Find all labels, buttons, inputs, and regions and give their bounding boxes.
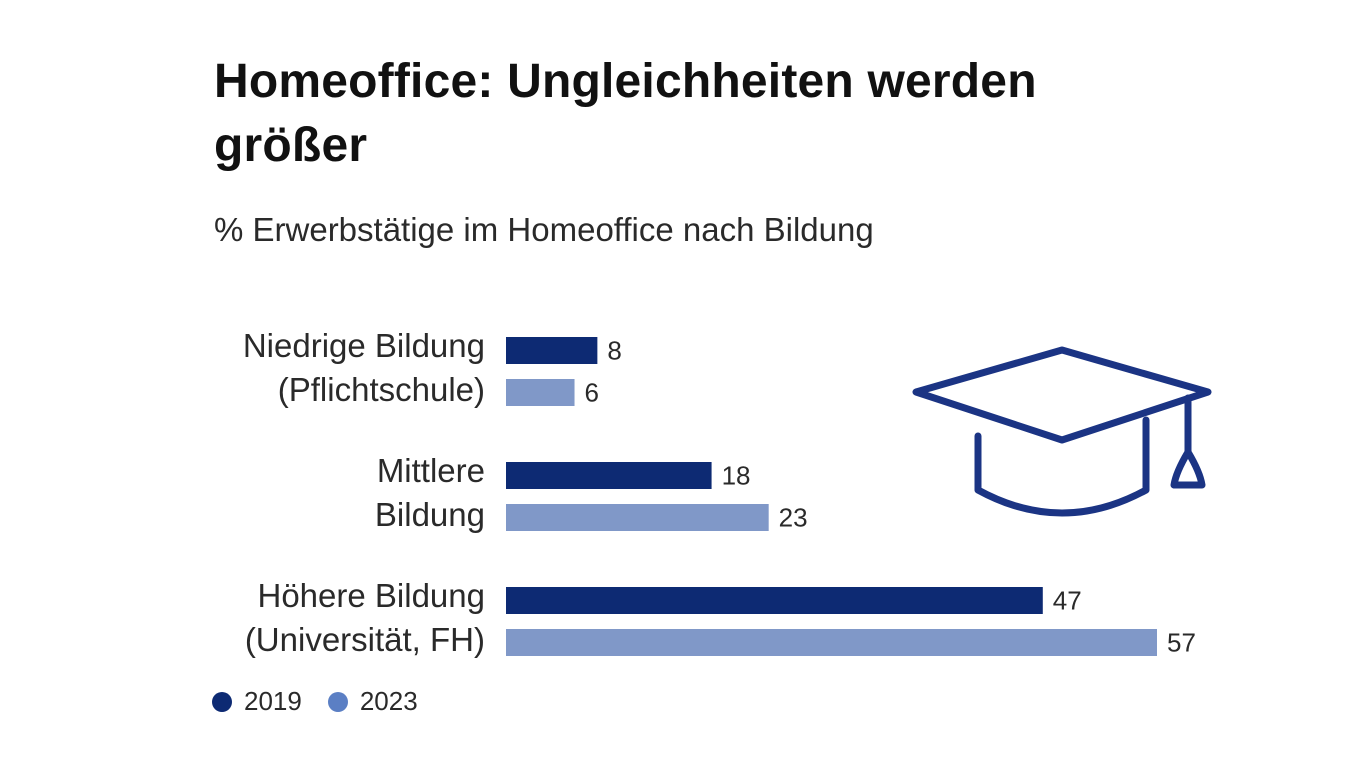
graduation-cap-icon — [912, 346, 1212, 517]
legend-label-2023: 2023 — [359, 686, 418, 716]
data-label-2019-group-2: 47 — [1053, 586, 1082, 616]
bar-2019-group-1 — [506, 462, 712, 489]
bar-2023-group-1 — [506, 504, 769, 531]
category-label-1-line-0: Mittlere — [377, 452, 485, 489]
legend-swatch-2023 — [327, 691, 348, 712]
category-label-2-line-1: (Universität, FH) — [245, 621, 485, 658]
bar-2023-group-2 — [506, 629, 1157, 656]
legend-swatch-2019 — [212, 691, 232, 712]
category-label-0-line-0: Niedrige Bildung — [243, 327, 485, 364]
category-label-2-line-0: Höhere Bildung — [258, 577, 486, 614]
legend-label-2019: 2019 — [244, 686, 302, 716]
chart-title: Homeoffice: Ungleichheiten werden größer — [214, 55, 1037, 172]
legend-item-2019: 2019 — [212, 686, 302, 717]
legend-item-2023: 2023 — [327, 686, 418, 717]
category-label-1-line-1: Bildung — [375, 496, 485, 533]
bar-2023-group-0 — [506, 379, 575, 406]
data-label-2023-group-2: 57 — [1167, 628, 1196, 658]
bar-2019-group-0 — [506, 337, 598, 364]
data-label-2023-group-0: 6 — [585, 378, 599, 408]
chart-legend: 2019 2023 — [212, 686, 444, 717]
bar-2019-group-2 — [506, 587, 1043, 614]
data-label-2023-group-1: 23 — [779, 503, 808, 533]
data-label-2019-group-1: 18 — [722, 461, 751, 491]
data-label-2019-group-0: 8 — [607, 336, 621, 366]
chart-subtitle: % Erwerbstätige im Homeoffice nach Bildu… — [214, 211, 874, 248]
category-label-0-line-1: (Pflichtschule) — [278, 371, 485, 408]
